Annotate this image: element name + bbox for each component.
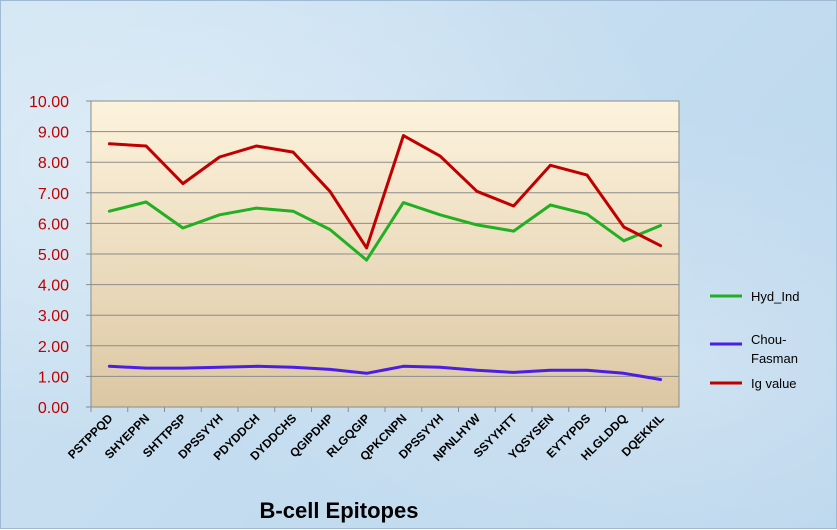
y-tick-label: 10.00 — [29, 94, 69, 111]
data-point — [328, 368, 332, 371]
legend-label-ig: Ig value — [751, 376, 797, 391]
data-point — [365, 258, 368, 262]
data-point — [585, 173, 589, 177]
data-point — [438, 213, 442, 217]
data-point — [512, 371, 515, 374]
data-point — [181, 366, 185, 370]
y-tick-label: 0.00 — [38, 400, 69, 417]
data-point — [622, 239, 626, 243]
legend-label-chou-1: Chou- — [751, 332, 786, 347]
data-point — [144, 144, 148, 148]
data-point — [218, 213, 221, 217]
data-point — [108, 365, 111, 368]
data-point — [402, 201, 405, 204]
series-line-1 — [107, 364, 663, 381]
y-tick-label: 9.00 — [38, 125, 69, 142]
series-line-0 — [107, 200, 663, 262]
y-tick-label: 8.00 — [38, 155, 69, 172]
data-point — [255, 206, 258, 210]
y-tick-label: 4.00 — [38, 278, 69, 295]
x-axis-title: B-cell Epitopes — [260, 498, 419, 523]
data-point — [659, 224, 662, 227]
data-point — [585, 369, 589, 372]
legend-label-hyd: Hyd_Ind — [751, 289, 799, 304]
data-point — [181, 226, 185, 230]
data-point — [475, 223, 479, 227]
y-axis: 0.00 1.00 2.00 3.00 4.00 5.00 6.00 7.00 8.00 9.00… — [29, 94, 91, 417]
data-point — [365, 246, 368, 250]
y-tick-label: 7.00 — [38, 186, 69, 203]
data-point — [549, 164, 552, 167]
data-point — [108, 209, 111, 213]
data-point — [585, 213, 589, 216]
data-point — [512, 229, 515, 233]
gridlines — [91, 131, 679, 377]
series-line-2 — [107, 134, 663, 250]
data-point — [365, 372, 368, 375]
data-point — [622, 372, 626, 375]
data-point — [622, 225, 626, 229]
x-axis: PSTPPQDSHYEPPNSHTTPSPDPSSYYHPDYDDCHDYDDC… — [65, 407, 667, 464]
data-point — [475, 190, 479, 193]
legend: Hyd_Ind Chou- Fasman Ig value — [710, 289, 799, 391]
series-lines — [107, 134, 663, 381]
y-tick-label: 5.00 — [38, 247, 69, 264]
data-point — [255, 365, 258, 368]
data-point — [218, 366, 221, 369]
data-point — [438, 154, 442, 158]
data-point — [402, 365, 405, 368]
data-point — [291, 150, 295, 154]
y-tick-label: 1.00 — [38, 369, 69, 386]
data-point — [255, 144, 258, 148]
data-point — [402, 134, 405, 137]
data-point — [291, 366, 295, 369]
data-point — [549, 369, 552, 372]
legend-label-chou-2: Fasman — [751, 351, 798, 366]
y-tick-label: 2.00 — [38, 339, 69, 356]
data-point — [438, 366, 442, 369]
data-point — [108, 142, 111, 146]
data-point — [291, 209, 295, 213]
data-point — [328, 228, 332, 231]
data-point — [328, 190, 332, 193]
data-point — [218, 155, 221, 159]
data-point — [549, 203, 552, 207]
y-tick-label: 3.00 — [38, 308, 69, 325]
data-point — [144, 200, 148, 204]
data-point — [181, 182, 185, 185]
data-point — [144, 366, 148, 370]
data-point — [475, 369, 479, 372]
data-point — [659, 378, 662, 381]
y-tick-label: 6.00 — [38, 216, 69, 233]
data-point — [659, 244, 662, 247]
data-point — [512, 204, 515, 208]
